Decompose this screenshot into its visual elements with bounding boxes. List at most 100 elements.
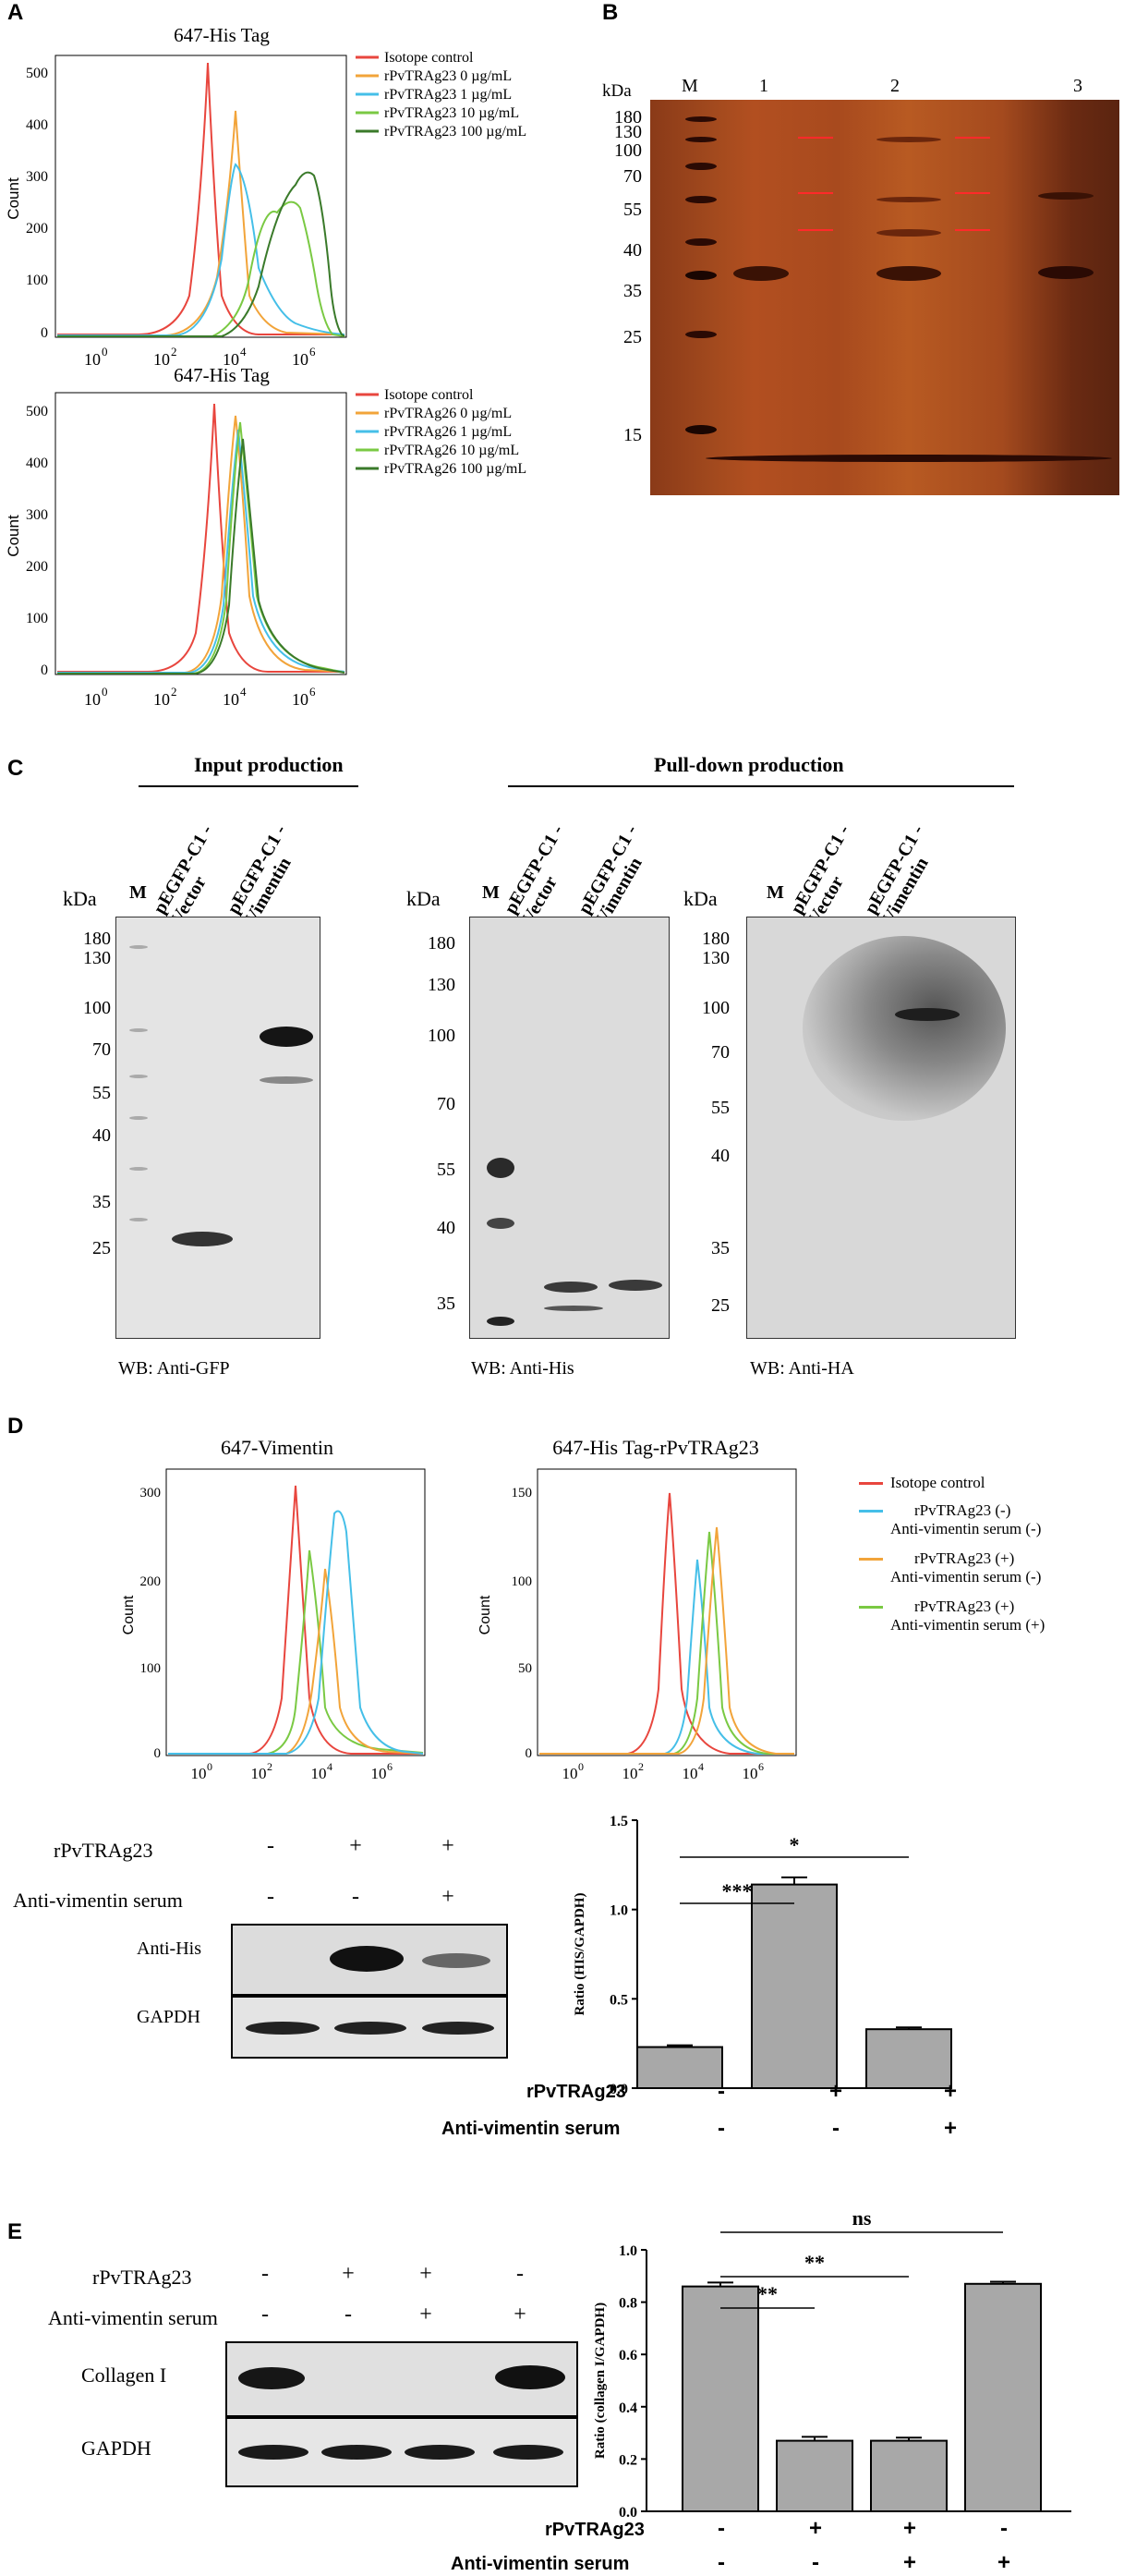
panel-b-marker: 55 xyxy=(623,200,642,220)
e-sign: - xyxy=(344,2303,352,2327)
svg-text:10: 10 xyxy=(622,1765,638,1781)
y-tick-label: 1.0 xyxy=(619,2243,637,2259)
blot-anti-gfp xyxy=(115,917,320,1339)
d-sign: - xyxy=(352,1885,359,1909)
panel-b-marker: 15 xyxy=(623,425,642,445)
panel-b-marker: 40 xyxy=(623,240,642,261)
blot1-marker: 180 xyxy=(83,929,111,949)
panel-b-kda: kDa xyxy=(602,81,632,101)
d-row-label: rPvTRAg23 xyxy=(54,1839,153,1862)
blot1-kda: kDa xyxy=(63,887,97,910)
svg-text:0: 0 xyxy=(154,1746,162,1761)
legend-item: rPvTRAg26 100 µg/mL xyxy=(384,461,526,477)
svg-text:2: 2 xyxy=(267,1760,272,1773)
panel-b-marker: 100 xyxy=(614,140,642,161)
blot3-marker: 55 xyxy=(711,1098,730,1118)
e-sign: + xyxy=(342,2262,355,2286)
xtick-exp: 0 xyxy=(102,345,108,358)
svg-text:6: 6 xyxy=(758,1760,764,1773)
d-sign: + xyxy=(441,1885,454,1909)
svg-text:10: 10 xyxy=(311,1765,327,1781)
svg-text:10: 10 xyxy=(251,1765,267,1781)
hist-ylabel: Count xyxy=(5,177,22,220)
d-sign: - xyxy=(267,1885,274,1909)
legend-item: Anti-vimentin serum (-) xyxy=(890,1520,1042,1537)
d-blot-gapdh xyxy=(231,1996,508,2059)
d-sign: - xyxy=(267,1834,274,1858)
e-chart-sign: - xyxy=(718,2550,725,2575)
blot3-marker: 25 xyxy=(711,1295,730,1316)
panel-d-flow1: 647-Vimentin Count 0 100 200 300 10 10 1… xyxy=(121,1436,426,1781)
y-axis-label: Ratio (collagen I/GAPDH) xyxy=(593,2303,608,2459)
e-chart-sign: + xyxy=(997,2550,1010,2575)
lane-m: M xyxy=(129,882,147,903)
e-row-label: Anti-vimentin serum xyxy=(48,2306,218,2329)
sig-label: * xyxy=(790,1833,800,1856)
blot2-marker: 100 xyxy=(428,1026,455,1046)
d-chart-sign: - xyxy=(832,2116,840,2141)
curve-1 xyxy=(57,163,345,336)
curve-0 xyxy=(57,110,345,336)
panel-d-letter: D xyxy=(7,1414,24,1439)
blot2-marker: 35 xyxy=(437,1294,455,1314)
ytick: 500 xyxy=(26,404,48,419)
svg-text:647-His Tag-rPvTRAg23: 647-His Tag-rPvTRAg23 xyxy=(552,1436,759,1459)
d-chart-row1-label: rPvTRAg23 xyxy=(526,2082,626,2102)
d-chart-sign: - xyxy=(718,2116,725,2141)
ytick: 100 xyxy=(26,611,48,626)
sig-label: ** xyxy=(804,2251,825,2274)
e-blot-label: GAPDH xyxy=(81,2436,151,2460)
d-chart-sign: + xyxy=(828,2079,842,2104)
bar xyxy=(776,2439,853,2512)
blot2-kda: kDa xyxy=(406,887,441,910)
blot1-marker: 70 xyxy=(92,1039,111,1060)
xtick: 10 xyxy=(84,690,101,709)
input-title: Input production xyxy=(194,753,344,776)
xtick-exp: 4 xyxy=(240,345,247,358)
hist-title: 647-His Tag xyxy=(174,24,270,46)
legend-item: rPvTRAg23 1 µg/mL xyxy=(384,87,512,103)
y-tick-label: 1.5 xyxy=(610,1814,628,1829)
ytick: 400 xyxy=(26,117,48,133)
panel-b-marker: 70 xyxy=(623,166,642,187)
svg-text:100: 100 xyxy=(512,1574,533,1589)
curve-100 xyxy=(57,171,345,337)
blot3-marker: 40 xyxy=(711,1146,730,1166)
legend-item: rPvTRAg23 (+) xyxy=(914,1598,1015,1615)
ytick: 400 xyxy=(26,456,48,471)
ytick: 200 xyxy=(26,559,48,575)
panel-a-bottom-histogram: 647-His Tag Count 0 100 200 300 400 500 … xyxy=(5,365,526,709)
e-sign: - xyxy=(516,2262,524,2286)
blot1-marker: 55 xyxy=(92,1083,111,1103)
d-blot-label: GAPDH xyxy=(137,2007,200,2027)
blot3-marker: 180 xyxy=(702,929,730,949)
xtick: 10 xyxy=(84,350,101,369)
e-sign: + xyxy=(514,2303,526,2327)
d-blot-anti-his xyxy=(231,1924,508,1996)
d-row-label: Anti-vimentin serum xyxy=(13,1889,183,1912)
panel-b-gel xyxy=(650,100,1119,495)
panel-e-bar-chart: 0.0 0.2 0.4 0.6 0.8 1.0 Ratio (collagen I/GAPD… xyxy=(593,2206,1071,2521)
y-tick-label: 0.8 xyxy=(619,2296,637,2312)
svg-text:50: 50 xyxy=(518,1661,532,1676)
panel-a-letter: A xyxy=(7,0,24,25)
legend-item: rPvTRAg26 1 µg/mL xyxy=(384,424,512,440)
e-chart-row2-label: Anti-vimentin serum xyxy=(451,2554,630,2574)
ytick: 0 xyxy=(41,662,48,678)
blot2-marker: 55 xyxy=(437,1160,455,1180)
svg-text:2: 2 xyxy=(638,1760,644,1773)
legend-item: rPvTRAg23 (-) xyxy=(914,1501,1011,1519)
e-chart-sign: + xyxy=(902,2516,916,2541)
d-chart-sign: - xyxy=(718,2079,725,2104)
blot1-marker: 35 xyxy=(92,1192,111,1212)
wb-anti-his: WB: Anti-His xyxy=(471,1358,574,1379)
bar xyxy=(682,2285,759,2513)
e-blot-collagen xyxy=(225,2341,578,2417)
blot2-marker: 180 xyxy=(428,933,455,954)
e-sign: + xyxy=(419,2303,432,2327)
y-tick-label: 0.2 xyxy=(619,2452,637,2468)
panel-b-lane-m: M xyxy=(682,76,698,96)
panel-b-lane-1: 1 xyxy=(759,76,768,96)
svg-text:10: 10 xyxy=(562,1765,578,1781)
svg-text:10: 10 xyxy=(683,1765,698,1781)
